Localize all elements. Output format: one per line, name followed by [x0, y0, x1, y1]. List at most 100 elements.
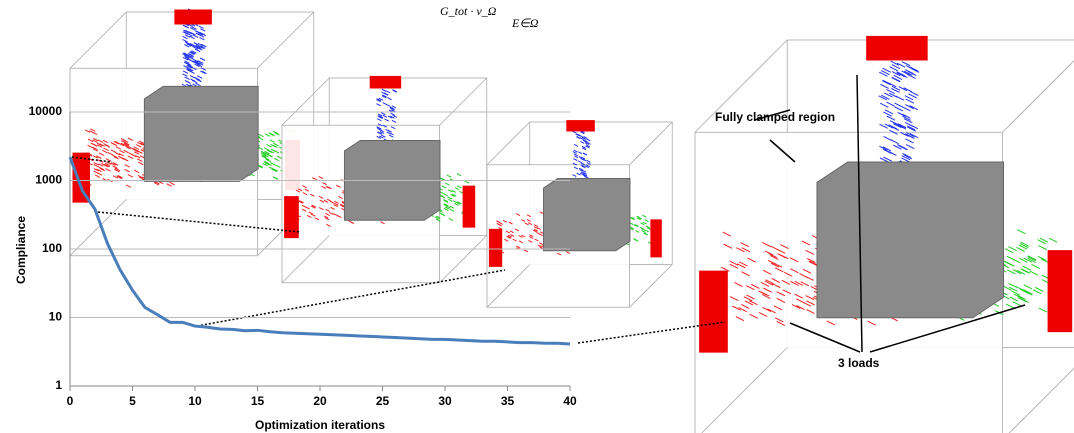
streak: [444, 194, 448, 196]
streak: [387, 98, 391, 100]
streak: [1038, 246, 1046, 250]
streak: [386, 104, 390, 106]
load: [866, 36, 928, 61]
wire: [282, 78, 329, 125]
streak: [382, 89, 386, 91]
streak: [273, 177, 278, 180]
streak: [1010, 297, 1018, 301]
streak: [891, 126, 899, 130]
streak: [264, 148, 269, 151]
streak: [574, 144, 578, 146]
streak: [905, 122, 913, 126]
load: [174, 10, 212, 25]
streak: [1012, 259, 1020, 263]
streak: [906, 66, 914, 70]
streak: [391, 113, 395, 115]
streak: [1035, 287, 1043, 291]
y-tick-label: 100: [42, 241, 62, 255]
region-label: Fully clamped region: [715, 110, 835, 124]
streak: [1024, 285, 1032, 289]
x-tick-label: 10: [188, 394, 202, 408]
y-tick-label: 10: [49, 310, 63, 324]
x-tick-label: 40: [563, 394, 577, 408]
streak: [195, 49, 200, 52]
loads-label: 3 loads: [838, 356, 880, 370]
streak: [450, 206, 454, 208]
streak: [270, 140, 275, 143]
streak: [392, 106, 396, 108]
streak: [880, 103, 888, 107]
load: [566, 120, 595, 131]
streak: [258, 137, 263, 140]
streak: [447, 175, 451, 177]
streak: [449, 218, 453, 220]
streak: [587, 163, 591, 165]
streak: [381, 113, 385, 115]
streak: [573, 159, 577, 161]
x-tick-label: 35: [501, 394, 515, 408]
streak: [465, 181, 469, 183]
streak: [183, 39, 188, 42]
load: [284, 196, 299, 238]
streak: [587, 160, 591, 162]
streak: [645, 230, 649, 232]
streak: [902, 62, 910, 66]
inset: [695, 36, 1074, 433]
streak: [277, 156, 282, 159]
x-tick-label: 5: [129, 394, 136, 408]
streak: [455, 188, 459, 190]
streak: [274, 158, 279, 161]
streak: [376, 104, 380, 106]
streak: [1033, 290, 1041, 294]
streak: [1006, 304, 1014, 308]
x-axis-label: Optimization iterations: [255, 418, 385, 432]
x-tick-label: 15: [251, 394, 265, 408]
streak: [1049, 238, 1057, 242]
streak: [1017, 230, 1025, 234]
streak: [898, 112, 906, 116]
streak: [580, 141, 584, 143]
streak: [578, 152, 582, 154]
streak: [442, 186, 446, 188]
streak: [642, 215, 646, 217]
cube: [817, 162, 1004, 318]
wire: [1003, 40, 1074, 132]
streak: [183, 36, 188, 39]
streak: [645, 220, 649, 222]
streak: [635, 230, 639, 232]
streak: [193, 35, 198, 38]
cube: [144, 86, 258, 181]
streak: [377, 119, 381, 121]
wire: [487, 122, 530, 165]
streak: [1039, 308, 1047, 312]
streak: [199, 37, 204, 40]
wire: [70, 12, 126, 68]
wire: [258, 12, 314, 68]
streak: [1009, 283, 1017, 287]
wire: [440, 78, 487, 125]
streak: [1017, 247, 1025, 251]
y-tick-label: 1: [55, 378, 62, 392]
x-tick-label: 30: [438, 394, 452, 408]
streak: [887, 116, 895, 120]
load: [1048, 250, 1073, 332]
streak: [895, 107, 903, 111]
streak: [1030, 271, 1038, 275]
streak: [385, 119, 389, 121]
streak: [448, 199, 452, 201]
formula-sub: E∈Ω: [511, 16, 539, 30]
streak: [1013, 302, 1021, 306]
y-tick-label: 1000: [35, 173, 62, 187]
streak: [573, 131, 577, 133]
streak: [902, 114, 910, 118]
cube: [544, 179, 630, 251]
formula: G_tot · v_Ω: [440, 4, 497, 18]
inset: [487, 120, 672, 307]
streak: [457, 186, 461, 188]
streak: [386, 91, 390, 93]
inset: [282, 76, 487, 283]
streak: [445, 183, 449, 185]
streak: [1019, 245, 1027, 249]
streak: [450, 209, 454, 211]
insets: [70, 9, 1074, 433]
